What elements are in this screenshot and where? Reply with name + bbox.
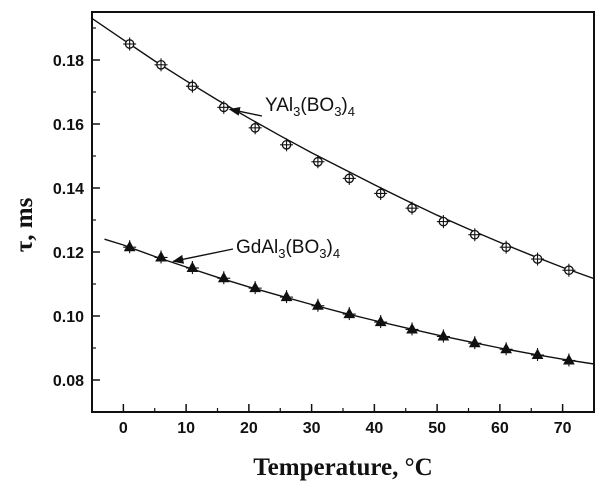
y-tick-label: 0.08: [53, 373, 84, 390]
data-point: [468, 228, 482, 242]
data-point: [436, 329, 450, 343]
data-point: [217, 100, 231, 114]
x-tick-label: 70: [554, 420, 572, 437]
data-point: [499, 342, 513, 356]
annotation-arrow-2: [172, 248, 234, 264]
data-point: [154, 58, 168, 72]
data-point: [311, 298, 325, 312]
x-axis-label: Temperature, °C: [253, 454, 432, 481]
data-point: [248, 281, 262, 295]
x-axis-ticks: 0 10 20 30 40 50 60 70: [119, 404, 572, 437]
data-point: [562, 353, 576, 367]
y-tick-label: 0.16: [53, 117, 84, 134]
data-point: [436, 215, 450, 229]
y-tick-label: 0.18: [53, 53, 84, 70]
y-axis-ticks: 0.08 0.10 0.12 0.14 0.16 0.18: [53, 27, 100, 413]
x-tick-label: 0: [119, 420, 128, 437]
data-point: [280, 138, 294, 152]
fit-curve-2: [104, 238, 594, 365]
data-point: [280, 290, 294, 304]
data-point: [499, 240, 513, 254]
data-point: [248, 121, 262, 135]
data-point: [374, 186, 388, 200]
data-point: [123, 240, 137, 254]
data-point: [342, 171, 356, 185]
data-point: [405, 322, 419, 336]
fit-curve-1: [92, 17, 594, 280]
x-tick-label: 30: [303, 420, 321, 437]
annotation-arrow-1: [228, 107, 263, 117]
data-point: [217, 271, 231, 285]
data-point: [311, 155, 325, 169]
fit-curves: [92, 17, 594, 365]
annotation-label-1: YAl3(BO3)4: [265, 95, 355, 119]
annotation-label-2: GdAl3(BO3)4: [236, 237, 340, 261]
x-tick-label: 10: [177, 420, 195, 437]
data-point: [185, 79, 199, 93]
data-point: [154, 250, 168, 264]
y-tick-label: 0.12: [53, 245, 84, 262]
data-point: [531, 348, 545, 362]
data-point: [405, 201, 419, 215]
x-tick-label: 40: [365, 420, 383, 437]
y-axis-label: τ, ms: [11, 197, 38, 252]
x-tick-label: 20: [240, 420, 258, 437]
annotations: YAl3(BO3)4 GdAl3(BO3)4: [172, 95, 355, 264]
y-tick-label: 0.10: [53, 309, 84, 326]
data-point: [562, 263, 576, 277]
y-tick-label: 0.14: [53, 181, 84, 198]
data-point: [342, 307, 356, 321]
data-point: [374, 315, 388, 329]
data-point: [185, 261, 199, 274]
data-point: [123, 37, 137, 51]
data-markers: [123, 37, 576, 367]
x-tick-label: 60: [491, 420, 509, 437]
data-point: [468, 336, 482, 350]
data-point: [531, 252, 545, 266]
x-tick-label: 50: [428, 420, 446, 437]
